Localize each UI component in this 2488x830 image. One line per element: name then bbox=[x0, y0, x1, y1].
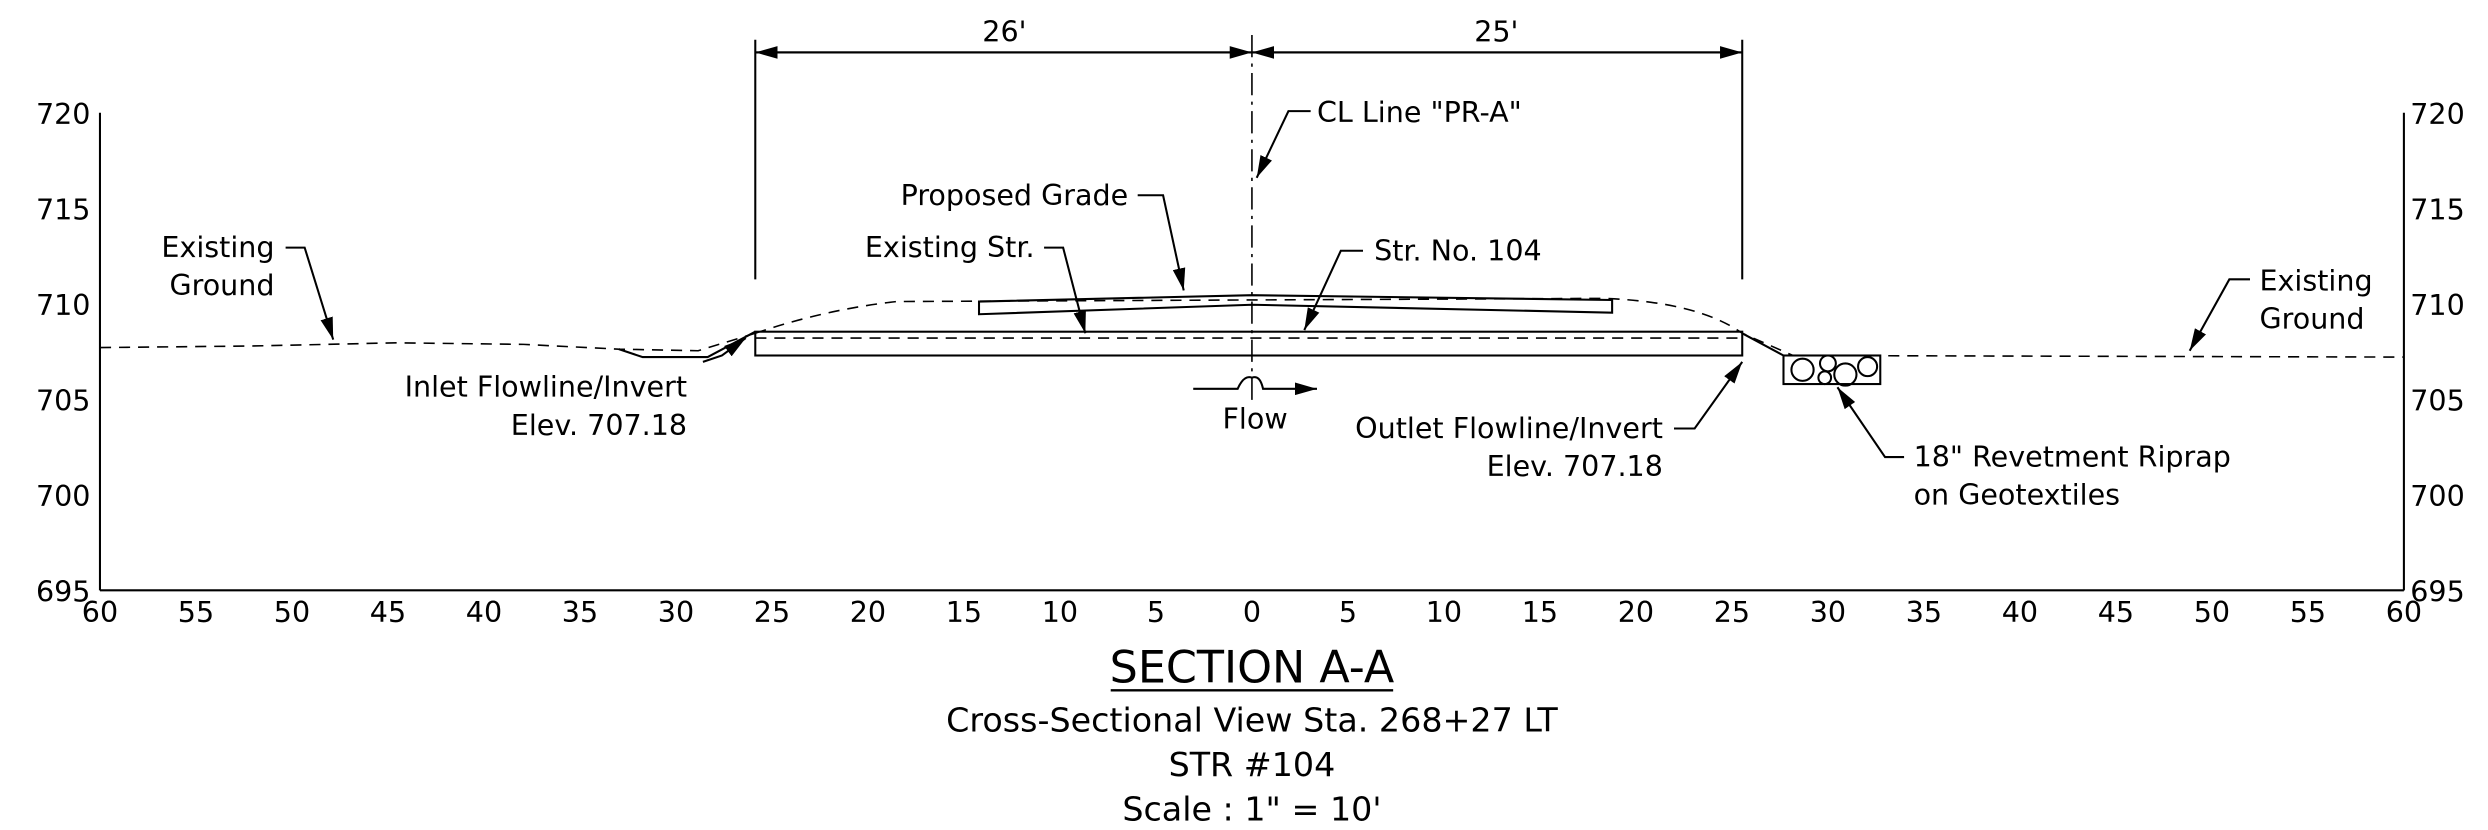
label: Ground bbox=[2260, 302, 2365, 336]
x-label: 20 bbox=[850, 595, 886, 629]
dim-left: 26' bbox=[982, 14, 1026, 48]
y-label: 705 bbox=[2410, 383, 2465, 417]
label: Existing bbox=[2260, 263, 2373, 297]
culvert bbox=[618, 330, 1784, 359]
x-label: 5 bbox=[1147, 595, 1165, 629]
x-label: 5 bbox=[1339, 595, 1357, 629]
y-label: 720 bbox=[36, 97, 91, 131]
label: Outlet Flowline/Invert bbox=[1355, 411, 1663, 445]
x-label: 40 bbox=[466, 595, 502, 629]
label: Proposed Grade bbox=[901, 178, 1129, 212]
y-label: 700 bbox=[2410, 479, 2465, 513]
y-label: 695 bbox=[36, 574, 91, 608]
y-label: 695 bbox=[2410, 574, 2465, 608]
x-label: 60 bbox=[82, 595, 118, 629]
dimension: 26' 25' bbox=[754, 14, 1744, 280]
x-label: 25 bbox=[754, 595, 790, 629]
flow-symbol: Flow bbox=[1193, 376, 1317, 435]
subtitle: Cross-Sectional View Sta. 268+27 LT bbox=[946, 701, 1558, 740]
dim-right: 25' bbox=[1474, 14, 1518, 48]
x-label: 55 bbox=[2290, 595, 2326, 629]
existing-ground bbox=[99, 332, 756, 352]
y-label: 720 bbox=[2410, 97, 2465, 131]
label: Existing bbox=[161, 230, 274, 264]
x-label: 60 bbox=[2386, 595, 2422, 629]
x-label: 15 bbox=[946, 595, 982, 629]
label: Existing Str. bbox=[865, 230, 1035, 264]
label: Ground bbox=[169, 268, 274, 302]
x-label: 10 bbox=[1042, 595, 1078, 629]
x-label: 45 bbox=[370, 595, 406, 629]
riprap bbox=[1782, 354, 1882, 387]
label: on Geotextiles bbox=[1914, 478, 2120, 512]
label: Flow bbox=[1223, 401, 1288, 435]
existing-ground bbox=[1793, 354, 2404, 358]
road-slab bbox=[977, 294, 1614, 316]
label: Str. No. 104 bbox=[1374, 233, 1542, 267]
label: CL Line "PR-A" bbox=[1317, 95, 1522, 129]
x-label: 40 bbox=[2002, 595, 2038, 629]
label: Elev. 707.18 bbox=[1487, 449, 1663, 483]
y-label: 700 bbox=[36, 479, 91, 513]
subtitle: Scale : 1" = 10' bbox=[1122, 789, 1381, 828]
x-label: 55 bbox=[178, 595, 214, 629]
x-label: 30 bbox=[658, 595, 694, 629]
x-label: 50 bbox=[274, 595, 310, 629]
x-label: 50 bbox=[2194, 595, 2230, 629]
label: 18" Revetment Riprap bbox=[1914, 440, 2231, 474]
x-label: 30 bbox=[1810, 595, 1846, 629]
label: Inlet Flowline/Invert bbox=[405, 370, 687, 404]
x-label: 20 bbox=[1618, 595, 1654, 629]
heading: SECTION A-A bbox=[1110, 642, 1395, 693]
title-block: SECTION A-A Cross-Sectional View Sta. 26… bbox=[946, 642, 1558, 828]
x-label: 35 bbox=[1906, 595, 1942, 629]
x-label: 35 bbox=[562, 595, 598, 629]
x-label: 0 bbox=[1243, 595, 1261, 629]
annotations: CL Line "PR-A" Proposed Grade Existing S… bbox=[161, 95, 2372, 511]
y-label: 710 bbox=[2410, 288, 2465, 322]
label: Elev. 707.18 bbox=[511, 408, 687, 442]
y-label: 710 bbox=[36, 288, 91, 322]
x-label: 10 bbox=[1426, 595, 1462, 629]
leaders bbox=[285, 110, 2250, 459]
x-label: 45 bbox=[2098, 595, 2134, 629]
x-label: 15 bbox=[1522, 595, 1558, 629]
proposed-grade bbox=[755, 297, 1794, 357]
subtitle: STR #104 bbox=[1169, 745, 1336, 784]
x-label: 25 bbox=[1714, 595, 1750, 629]
y-label: 715 bbox=[2410, 192, 2465, 226]
frame bbox=[98, 112, 2405, 592]
y-label: 715 bbox=[36, 192, 91, 226]
y-label: 705 bbox=[36, 383, 91, 417]
